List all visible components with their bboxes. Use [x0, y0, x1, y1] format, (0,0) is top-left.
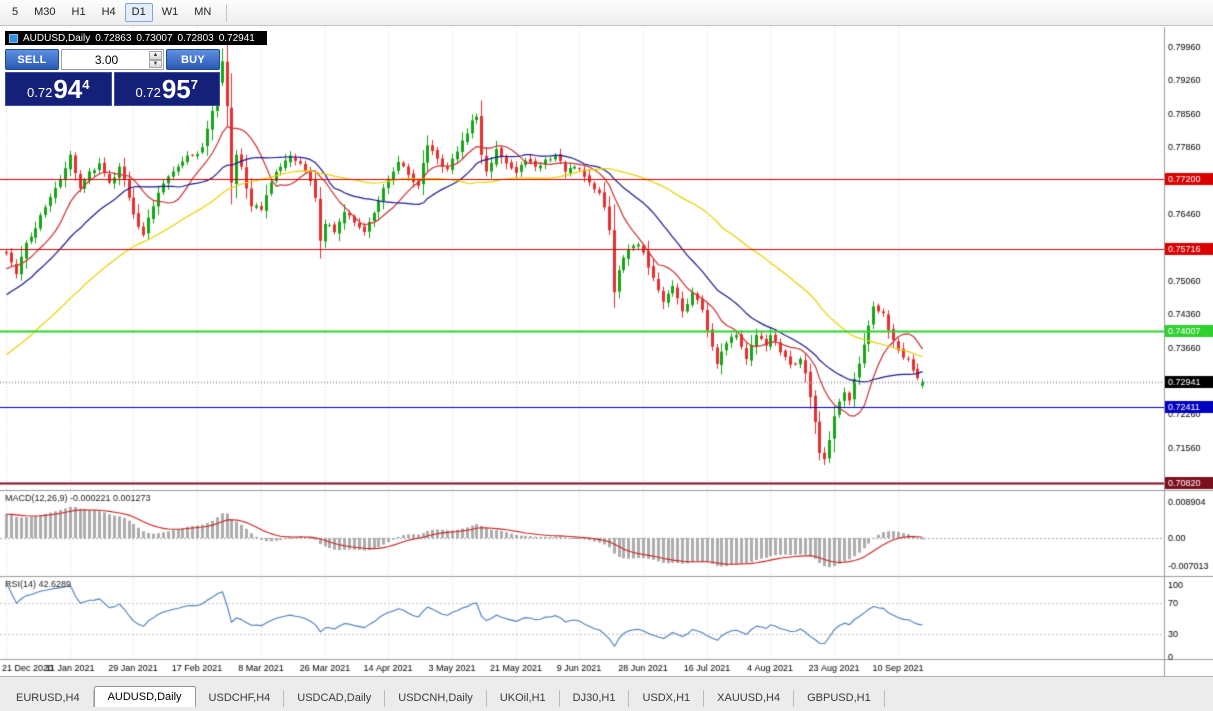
chart-info-bar: AUDUSD,Daily 0.72863 0.73007 0.72803 0.7… [5, 31, 267, 45]
period-button-H1[interactable]: H1 [71, 6, 86, 18]
ask-price-prefix: 0.72 [135, 85, 161, 100]
ask-price-big: 95 [161, 74, 191, 104]
ask-price-box[interactable]: 0.72 95 7 [113, 72, 220, 106]
volume-box: ▲ ▼ [61, 49, 164, 70]
chart-tab-UKOil-H1[interactable]: UKOil,H1 [487, 690, 560, 707]
period-button-MN[interactable]: MN [194, 6, 212, 18]
chart-tabs-bar: EURUSD,H4 AUDUSD,Daily USDCHF,H4 USDCAD,Dai… [0, 676, 1213, 711]
chart-tab-USDCHF-H4[interactable]: USDCHF,H4 [196, 690, 285, 707]
buy-button[interactable]: BUY [166, 49, 220, 70]
chart-tab-USDCAD-Daily[interactable]: USDCAD,Daily [284, 690, 386, 707]
volume-spinner: ▲ ▼ [149, 51, 162, 68]
chart-tab-AUDUSD-Daily[interactable]: AUDUSD,Daily [93, 686, 196, 707]
bid-price-big: 94 [53, 74, 83, 104]
one-click-trading-panel: SELL ▲ ▼ BUY 0.72 94 4 0.72 95 7 [5, 49, 220, 106]
toolbar-separator [226, 3, 228, 22]
period-button-W1[interactable]: W1 [161, 6, 179, 18]
bid-price-prefix: 0.72 [27, 85, 53, 100]
volume-input[interactable] [62, 50, 163, 69]
period-button-D1[interactable]: D1 [124, 3, 153, 22]
trading-chart-canvas[interactable] [0, 27, 1213, 676]
chart-open-value: 0.72863 [95, 32, 132, 44]
volume-down-icon[interactable]: ▼ [149, 59, 162, 68]
ask-price-pip: 7 [190, 77, 198, 92]
chart-tab-EURUSD-H4[interactable]: EURUSD,H4 [3, 690, 94, 707]
timeframe-toolbar: 5 M30 H1 H4 D1 W1 MN [0, 0, 1213, 26]
chart-close-value: 0.72941 [218, 32, 255, 44]
chart-high-value: 0.73007 [136, 32, 173, 44]
chart-tab-USDCNH-Daily[interactable]: USDCNH,Daily [385, 690, 487, 707]
chart-symbol-label: AUDUSD,Daily [23, 32, 91, 44]
sell-button[interactable]: SELL [5, 49, 59, 70]
bid-price-pip: 4 [82, 77, 90, 92]
chart-type-icon [9, 33, 18, 43]
chart-low-value: 0.72803 [177, 32, 214, 44]
period-button-H4[interactable]: H4 [101, 6, 116, 18]
chart-tab-GBPUSD-H1[interactable]: GBPUSD,H1 [794, 690, 885, 707]
chart-tab-USDX-H1[interactable]: USDX,H1 [629, 690, 705, 707]
chart-tab-DJ30-H1[interactable]: DJ30,H1 [560, 690, 630, 707]
volume-up-icon[interactable]: ▲ [149, 51, 162, 60]
bid-price-box[interactable]: 0.72 94 4 [5, 72, 112, 106]
chart-tab-XAUUSD-H4[interactable]: XAUUSD,H4 [704, 690, 795, 707]
period-button-5[interactable]: 5 [12, 6, 19, 18]
period-button-M30[interactable]: M30 [34, 6, 56, 18]
